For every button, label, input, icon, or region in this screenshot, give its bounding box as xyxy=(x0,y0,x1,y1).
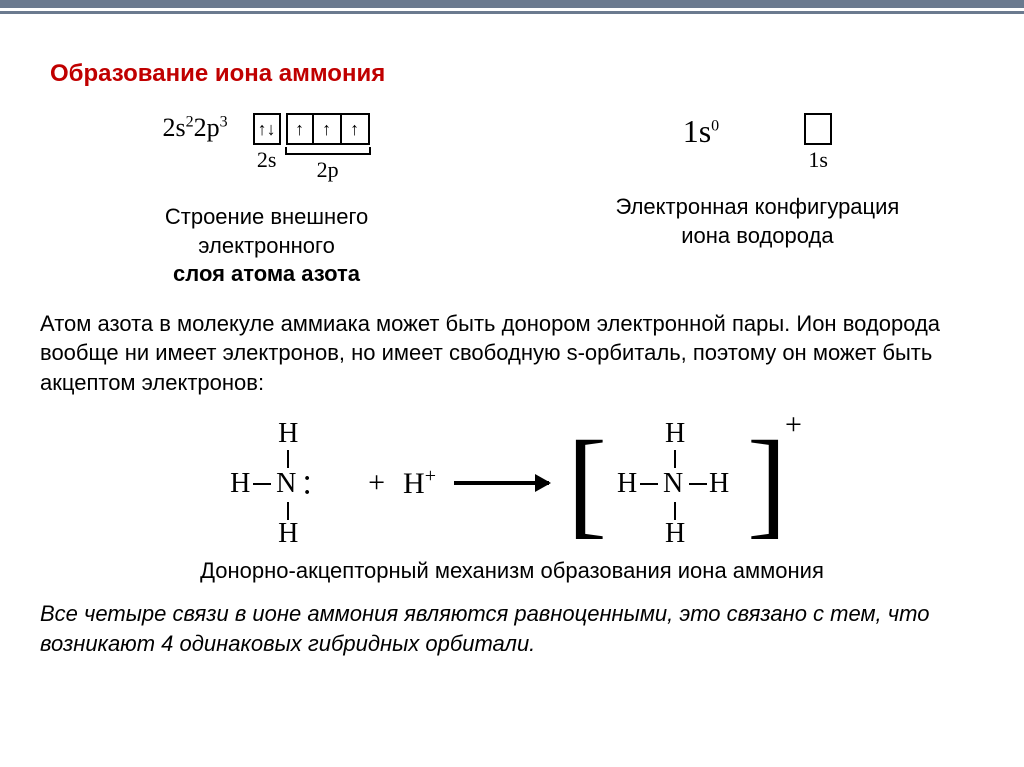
plus-sign-1: + xyxy=(368,466,385,500)
nh4-h-bot: H xyxy=(665,518,685,550)
n-cap-1: Строение внешнего xyxy=(165,204,368,229)
nitrogen-orbitals: ↑↓ 2s ↑ ↑ ↑ 2p xyxy=(253,113,371,183)
nitrogen-config: 2s22p3 ↑↓ 2s ↑ ↑ ↑ xyxy=(40,113,493,289)
slide-top-border xyxy=(0,0,1024,8)
electron-configs-row: 2s22p3 ↑↓ 2s ↑ ↑ ↑ xyxy=(40,113,984,289)
nh3-h-left: H xyxy=(230,468,250,500)
nitrogen-econfig-text: 2s22p3 xyxy=(162,113,227,143)
nh4-bond-left xyxy=(640,483,658,485)
cfg-2s-sup: 2 xyxy=(186,113,194,130)
h-ion-charge: + xyxy=(425,465,436,487)
body-paragraph: Атом азота в молекуле аммиака может быть… xyxy=(40,309,984,398)
nh3-n: N xyxy=(276,468,296,500)
orbital-1s-group: 1s xyxy=(804,113,832,173)
cfg-2s: 2s xyxy=(162,113,185,142)
bond-left xyxy=(253,483,271,485)
reaction-arrow-icon xyxy=(454,481,549,485)
bracket-right: ] xyxy=(747,418,787,548)
slide-content: Образование иона аммония 2s22p3 ↑↓ 2s xyxy=(0,0,1024,688)
nh4-bond-right xyxy=(689,483,707,485)
cfg-2p: 2p xyxy=(194,113,220,142)
nh4-h-left: H xyxy=(617,468,637,500)
bracket-left: [ xyxy=(567,418,607,548)
orbital-2p-box-3: ↑ xyxy=(342,113,370,145)
product-charge: + xyxy=(785,408,802,442)
nitrogen-caption: Строение внешнего электронного слоя атом… xyxy=(165,203,368,289)
h-cap-2: иона водорода xyxy=(681,223,833,248)
h-plus-ion: H+ xyxy=(403,465,436,501)
orbital-2s-box: ↑↓ xyxy=(253,113,281,145)
reaction-scheme: H H N .. H + H+ [ H H xyxy=(40,418,984,548)
slide-title: Образование иона аммония xyxy=(50,60,984,88)
hydrogen-config-row: 1s0 1s xyxy=(683,113,832,173)
orbital-2p-box-2: ↑ xyxy=(314,113,342,145)
orbital-2p-label: 2p xyxy=(317,157,339,183)
h-cap-1: Электронная конфигурация xyxy=(616,194,900,219)
nitrogen-config-row: 2s22p3 ↑↓ 2s ↑ ↑ ↑ xyxy=(162,113,370,183)
orbital-2p-bracket xyxy=(285,147,371,155)
ammonia-molecule: H H N .. H xyxy=(220,418,350,548)
hydrogen-caption: Электронная конфигурация иона водорода xyxy=(616,193,900,250)
orbital-2s-label: 2s xyxy=(257,147,277,173)
n-cap-3: слоя атома азота xyxy=(173,261,360,286)
footer-note: Все четыре связи в ионе аммония являются… xyxy=(40,599,984,658)
mechanism-caption: Донорно-акцепторный механизм образования… xyxy=(40,558,984,584)
orbital-1s-box xyxy=(804,113,832,145)
bond-top xyxy=(287,450,289,468)
slide-top-border-thin xyxy=(0,11,1024,14)
nh4-h-top: H xyxy=(665,418,685,450)
hydrogen-econfig-text: 1s0 xyxy=(683,113,719,150)
cfg-2p-sup: 3 xyxy=(220,113,228,130)
nh4-bond-top xyxy=(674,450,676,468)
orbital-2p-box-1: ↑ xyxy=(286,113,314,145)
lone-pair-icon: .. xyxy=(304,466,310,495)
orbital-2s-group: ↑↓ 2s xyxy=(253,113,281,173)
orbital-1s-label: 1s xyxy=(808,147,828,173)
hydrogen-config: 1s0 1s Электронная конфигурация иона вод… xyxy=(531,113,984,250)
nh4-h-right: H xyxy=(709,468,729,500)
orbital-2p-group: ↑ ↑ ↑ 2p xyxy=(285,113,371,183)
cfg-1s-sup: 0 xyxy=(711,117,719,134)
nh3-h-top: H xyxy=(278,418,298,450)
ammonium-product: [ H H N H H ] + xyxy=(567,418,804,548)
ammonium-molecule: H H N H H xyxy=(607,418,747,548)
nh3-h-bot: H xyxy=(278,518,298,550)
cfg-1s: 1s xyxy=(683,113,711,149)
h-ion-h: H xyxy=(403,467,425,500)
reaction-row: H H N .. H + H+ [ H H xyxy=(220,418,804,548)
n-cap-2: электронного xyxy=(198,233,335,258)
nh4-n: N xyxy=(663,468,683,500)
